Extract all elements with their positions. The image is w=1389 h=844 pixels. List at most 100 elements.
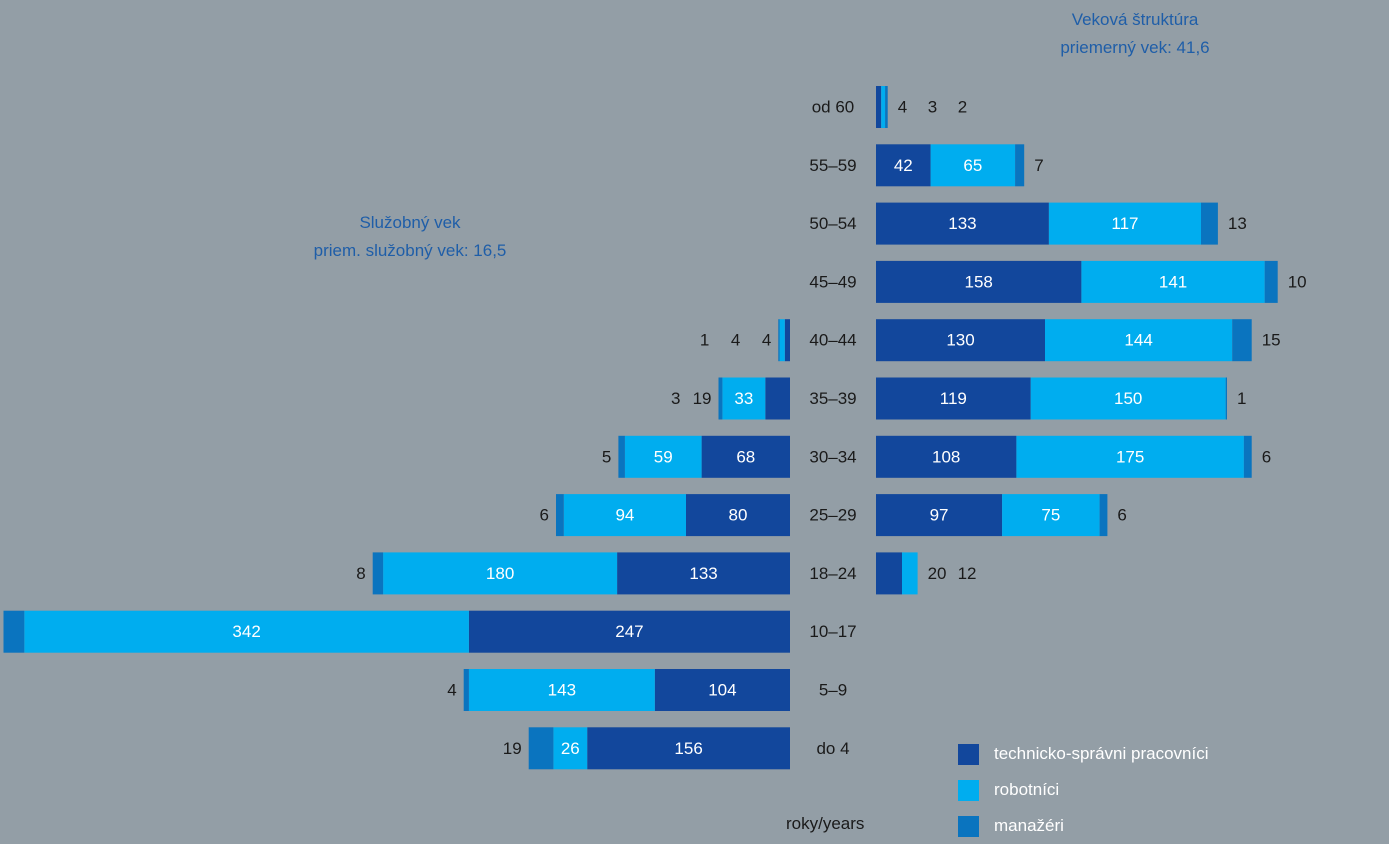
data-label-tech: 80 — [729, 506, 748, 525]
bar-segment-workers — [1048, 202, 1201, 245]
category-label: 45–49 — [809, 272, 856, 291]
data-label-workers: 33 — [734, 389, 753, 408]
legend-item-tech: technicko-správni pracovníci — [958, 736, 1208, 772]
bar-segment-tech — [617, 552, 790, 595]
data-label-tech: 19 — [693, 389, 712, 408]
data-label-tech: 133 — [689, 564, 717, 583]
bar-segment-workers — [468, 669, 655, 711]
data-label-managers: 5 — [602, 447, 611, 466]
data-label-workers: 26 — [561, 739, 580, 758]
bar-segment-managers — [1015, 144, 1025, 187]
bar-segment-workers — [881, 86, 886, 128]
data-label-workers: 75 — [1041, 506, 1060, 525]
category-label: 50–54 — [809, 214, 856, 233]
data-label-workers: 65 — [963, 156, 982, 175]
bar-segment-managers — [372, 552, 384, 595]
data-label-managers: 19 — [503, 739, 522, 758]
bar-segment-managers — [556, 494, 564, 537]
service-chart-title: Služobný vek — [359, 213, 461, 232]
bar-segment-tech — [876, 435, 1017, 478]
category-label: 18–24 — [809, 564, 856, 583]
bar-segment-managers — [718, 377, 723, 420]
category-label: 35–39 — [809, 389, 856, 408]
bar-segment-tech — [876, 319, 1045, 362]
data-label-managers: 8 — [356, 564, 365, 583]
category-label: do 4 — [816, 739, 849, 758]
data-label-tech: 156 — [674, 739, 702, 758]
bar-segment-tech — [654, 669, 790, 711]
data-label-tech: 4 — [762, 331, 771, 350]
category-label: 25–29 — [809, 506, 856, 525]
data-label-managers: 10 — [1288, 272, 1307, 291]
data-label-workers: 141 — [1159, 272, 1187, 291]
data-label-managers: 1 — [1237, 389, 1246, 408]
bar-segment-managers — [1201, 202, 1218, 245]
age-chart-title: Veková štruktúra — [1071, 10, 1199, 29]
bar-segment-managers — [528, 727, 554, 770]
units-label: roky/years — [786, 814, 865, 833]
data-label-managers: 2 — [958, 98, 967, 117]
legend-swatch-managers — [958, 815, 979, 837]
data-label-tech: 97 — [930, 506, 949, 525]
bar-segment-managers — [778, 319, 780, 362]
bar-segment-workers — [553, 727, 588, 770]
data-label-workers: 117 — [1111, 214, 1138, 233]
bar-segment-managers — [1232, 319, 1252, 362]
data-label-workers: 175 — [1116, 447, 1144, 466]
data-label-tech: 4 — [898, 98, 907, 117]
age-chart-subtitle: priemerný vek: 41,6 — [1060, 38, 1210, 57]
bar-segment-tech — [876, 86, 882, 128]
bar-segment-tech — [876, 377, 1031, 420]
legend-item-workers: robotníci — [958, 772, 1208, 808]
category-label: 30–34 — [809, 447, 856, 466]
data-label-workers: 12 — [958, 564, 977, 583]
bar-segment-workers — [902, 552, 918, 595]
legend-swatch-tech — [958, 743, 979, 765]
data-label-managers: 6 — [1262, 447, 1271, 466]
data-label-tech: 133 — [948, 214, 976, 233]
bar-segment-managers — [618, 435, 625, 478]
bar-segment-tech — [876, 144, 931, 187]
data-label-workers: 342 — [232, 622, 260, 641]
bar-segment-tech — [765, 377, 790, 420]
data-label-workers: 94 — [615, 506, 634, 525]
bar-segment-tech — [876, 260, 1082, 303]
legend-label-managers: manažéri — [994, 816, 1064, 835]
bar-segment-managers — [463, 669, 469, 711]
data-label-managers: 6 — [1117, 506, 1126, 525]
data-label-managers: 13 — [1228, 214, 1247, 233]
bar-segment-workers — [563, 494, 686, 537]
data-label-workers: 4 — [731, 331, 740, 350]
data-label-managers: 3 — [671, 389, 680, 408]
service-title-block: Služobný vek priem. služobný vek: 16,5 — [270, 209, 550, 265]
data-label-tech: 247 — [615, 622, 643, 641]
bar-segment-tech — [876, 552, 902, 595]
data-label-workers: 180 — [486, 564, 514, 583]
bar-segment-managers — [1225, 377, 1227, 420]
data-label-tech: 108 — [932, 447, 960, 466]
category-label: 10–17 — [809, 622, 856, 641]
bar-segment-tech — [701, 435, 790, 478]
data-label-tech: 119 — [940, 389, 967, 408]
data-label-managers: 1 — [700, 331, 709, 350]
bar-segment-workers — [1045, 319, 1233, 362]
legend-label-workers: robotníci — [994, 780, 1060, 799]
bar-segment-workers — [1081, 260, 1265, 303]
data-label-managers: 4 — [447, 681, 456, 700]
bar-segment-tech — [468, 610, 790, 653]
category-label: 5–9 — [819, 681, 847, 700]
bar-segment-workers — [1016, 435, 1244, 478]
bar-segment-tech — [876, 494, 1003, 537]
bar-segment-managers — [3, 610, 25, 653]
category-label: 40–44 — [809, 331, 856, 350]
legend-label-tech: technicko-správni pracovníci — [994, 744, 1209, 763]
bar-segment-workers — [24, 610, 469, 653]
data-label-tech: 20 — [928, 564, 947, 583]
bar-segment-workers — [930, 144, 1016, 187]
data-label-workers: 144 — [1124, 331, 1152, 350]
data-label-workers: 143 — [548, 681, 576, 700]
category-label: od 60 — [812, 98, 855, 117]
bar-segment-tech — [784, 319, 790, 362]
category-label: 55–59 — [809, 156, 856, 175]
